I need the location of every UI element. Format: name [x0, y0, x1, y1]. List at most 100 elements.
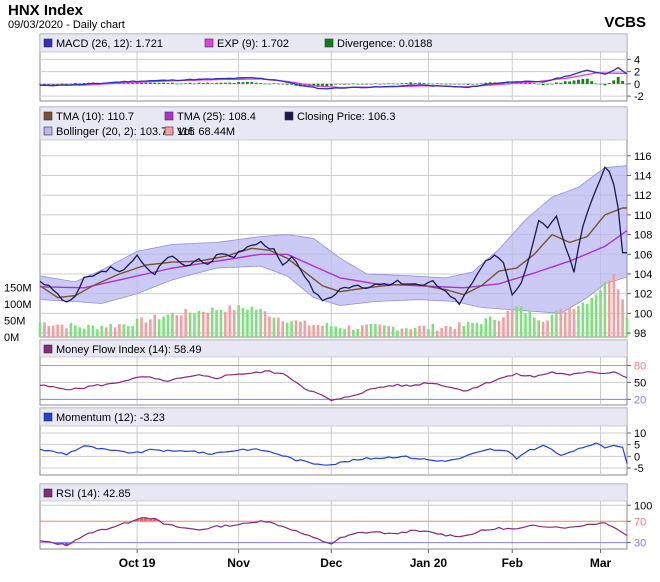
volume-bar	[422, 325, 426, 337]
rsi-overbought-fill	[135, 519, 140, 522]
macd-divergence-bar	[210, 83, 214, 84]
macd-divergence-bar	[475, 83, 479, 85]
macd-divergence-bar	[184, 83, 188, 84]
chart-title: HNX Index	[8, 2, 84, 19]
price-legend-swatch-1	[164, 111, 174, 121]
volume-bar	[38, 322, 42, 337]
volume-bar	[87, 324, 90, 337]
macd-divergence-bar	[594, 83, 598, 85]
volume-bar	[493, 320, 496, 337]
macd-divergence-bar	[197, 82, 201, 84]
volume-bar	[612, 273, 616, 337]
macd-divergence-bar	[162, 82, 165, 84]
volume-bar	[272, 317, 276, 337]
volume-bar	[449, 326, 452, 337]
volume-bar	[104, 327, 108, 337]
volume-bar	[47, 325, 51, 337]
volume-bar	[608, 280, 611, 337]
volume-bar	[246, 309, 249, 337]
volume-bar	[510, 308, 514, 337]
macd-divergence-bar	[351, 83, 355, 85]
price-ytick-label-8: 100	[634, 308, 652, 320]
macd-divergence-bar	[528, 82, 532, 84]
macd-divergence-bar	[171, 82, 174, 84]
macd-legend-swatch-0	[43, 38, 53, 48]
volume-bar	[453, 329, 457, 337]
volume-bar	[365, 324, 368, 337]
macd-divergence-bar	[334, 83, 338, 85]
volume-bar	[541, 321, 545, 337]
macd-divergence-bar	[378, 83, 382, 85]
macd-divergence-bar	[321, 83, 324, 87]
macd-divergence-bar	[276, 83, 280, 85]
volume-bar	[356, 328, 360, 337]
macd-ytick-label-3: -2	[634, 91, 644, 103]
volume-bar	[334, 326, 338, 337]
volume-bar	[400, 328, 404, 337]
volume-bar	[378, 324, 382, 337]
macd-divergence-bar	[479, 83, 483, 85]
macd-divergence-bar	[404, 83, 408, 84]
x-tick-label-1: Nov	[227, 556, 250, 570]
price-legend-label-0: TMA (10): 110.7	[56, 111, 134, 123]
macd-divergence-bar	[219, 82, 223, 84]
price-ytick-label-1: 114	[634, 170, 652, 182]
volume-bar	[435, 330, 439, 337]
rsi-ytick-label-2: 30	[634, 538, 646, 550]
macd-divergence-bar	[78, 83, 82, 85]
macd-divergence-bar	[193, 83, 196, 85]
macd-divergence-bar	[56, 83, 60, 85]
macd-divergence-bar	[400, 83, 404, 84]
volume-bar	[480, 324, 483, 337]
volume-bar	[625, 317, 629, 337]
macd-divergence-bar	[347, 83, 351, 85]
macd-divergence-bar	[607, 83, 611, 84]
volume-bar	[427, 328, 430, 337]
macd-divergence-bar	[577, 79, 580, 84]
macd-divergence-bar	[343, 83, 346, 85]
macd-divergence-bar	[285, 83, 289, 85]
price-legend-label-1: TMA (25): 108.4	[177, 111, 256, 123]
price-legend-swatch-0	[43, 111, 53, 121]
macd-ytick-label-0: 4	[634, 54, 640, 66]
macd-divergence-bar	[449, 83, 452, 85]
macd-divergence-bar	[387, 83, 391, 85]
volume-bar	[374, 324, 377, 337]
macd-divergence-bar	[268, 83, 271, 85]
macd-divergence-bar	[215, 82, 218, 84]
volume-bar	[444, 325, 448, 337]
volume-bar	[603, 282, 607, 337]
macd-legend-label-2: Divergence: 0.0188	[337, 38, 432, 50]
macd-divergence-bar	[60, 83, 64, 85]
volume-bar	[259, 308, 262, 337]
macd-divergence-bar	[585, 78, 589, 84]
volume-bar	[43, 322, 46, 337]
rsi-ytick-label-0: 100	[634, 500, 652, 512]
volume-bar	[391, 326, 395, 337]
macd-divergence-bar	[166, 83, 170, 84]
volume-bar	[343, 328, 346, 337]
price-legend-label-3: Bollinger (20, 2): 103.7 - 115	[56, 126, 195, 138]
macd-divergence-bar	[356, 83, 360, 85]
macd-divergence-bar	[457, 83, 461, 85]
rsi-overbought-fill	[148, 518, 153, 522]
macd-divergence-bar	[550, 83, 554, 85]
volume-bar	[144, 322, 148, 337]
bollinger-band	[39, 165, 628, 314]
volume-bar	[56, 324, 59, 337]
volume-bar	[109, 323, 112, 337]
macd-divergence-bar	[581, 78, 585, 84]
volume-bar	[546, 320, 549, 337]
volume-bar	[82, 328, 86, 337]
macd-divergence-bar	[541, 83, 545, 86]
volume-bar	[590, 297, 593, 337]
volume-bar	[519, 306, 523, 337]
volume-bar	[506, 310, 510, 337]
volume-bar	[166, 314, 170, 337]
volume-bar	[140, 317, 143, 337]
rsi-oversold-fill	[64, 542, 69, 546]
macd-divergence-bar	[201, 82, 205, 84]
macd-divergence-bar	[250, 82, 254, 84]
volume-bar	[321, 325, 324, 337]
macd-divergence-bar	[466, 83, 470, 85]
